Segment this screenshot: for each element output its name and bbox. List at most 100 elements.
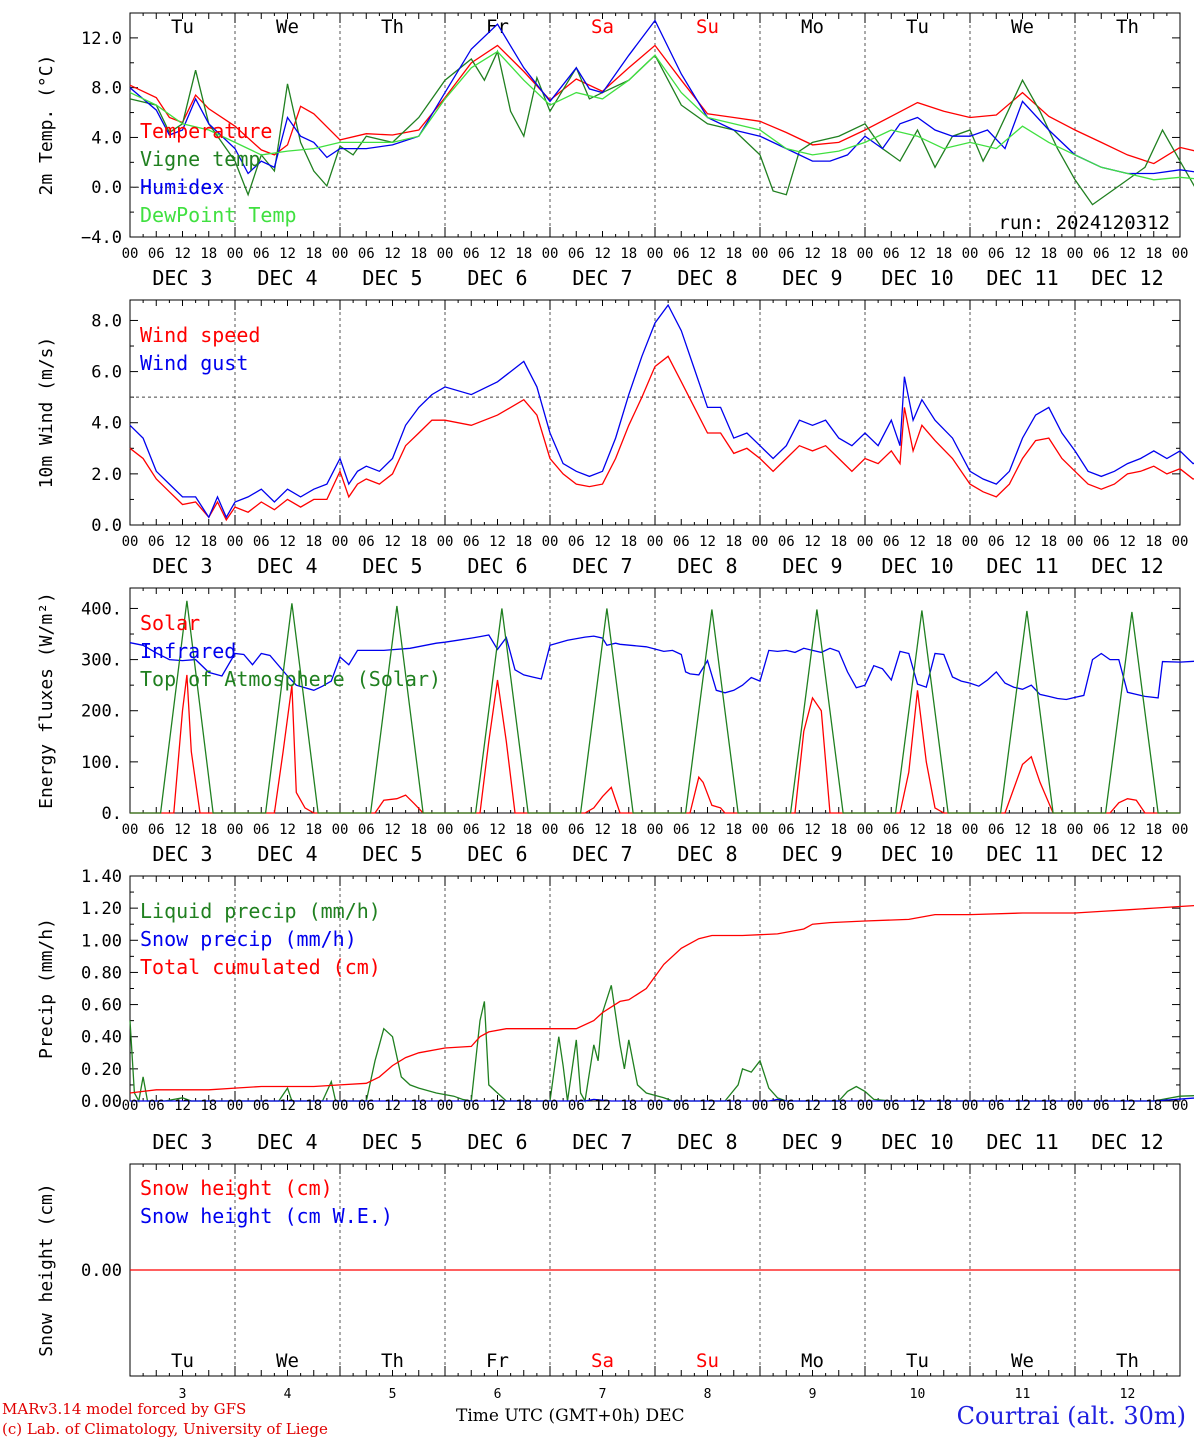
date-label: DEC 7 <box>572 1130 632 1154</box>
series-line-temperature <box>129 44 1194 165</box>
hour-tick-label: 00 <box>857 822 874 838</box>
chart-panel-3: 400. 300. 200. 100. 0. Energy fluxes (W/m²) So… <box>36 587 1194 866</box>
legend-entry: DewPoint Temp <box>140 203 297 227</box>
hour-tick-label: 00 <box>1067 1098 1084 1114</box>
chart-panel-5: 0.00 Snow height (cm) Tu We Th Fr Sa Su Mo Tu We Th… <box>36 1163 1181 1400</box>
y-axis-label: Precip (mm/h) <box>36 918 57 1059</box>
series-line-wind-gust <box>129 303 1194 519</box>
hour-tick-label: 18 <box>1040 1098 1057 1114</box>
hour-tick-label: 12 <box>489 1098 506 1114</box>
hour-tick-label: 06 <box>253 822 270 838</box>
hour-tick-label: 18 <box>1040 246 1057 262</box>
legend-entry: Solar <box>140 611 200 635</box>
day-name-label: Th <box>1116 1350 1139 1372</box>
hour-tick-label: 00 <box>437 822 454 838</box>
hour-tick-label: 06 <box>988 1098 1005 1114</box>
hour-tick-label: 12 <box>489 822 506 838</box>
model-credit: MARv3.14 model forced by GFS <box>2 1400 247 1418</box>
day-name-label: Th <box>381 1350 404 1372</box>
hour-tick-label: 00 <box>542 1098 559 1114</box>
date-label: DEC 10 <box>881 554 953 578</box>
hour-tick-label: 18 <box>410 1098 427 1114</box>
hour-tick-label: 06 <box>463 246 480 262</box>
plot-frame <box>129 299 1181 526</box>
hour-tick-label: 12 <box>804 1098 821 1114</box>
date-label: DEC 9 <box>782 554 842 578</box>
hour-tick-label: 12 <box>699 534 716 550</box>
day-name-label: Tu <box>171 1350 194 1372</box>
hour-tick-label: 12 <box>594 822 611 838</box>
hour-tick-label: 06 <box>883 534 900 550</box>
chart-panel-4: 1.40 1.20 1.00 0.80 0.60 0.40 0.20 0.00 Precip (… <box>36 867 1194 1154</box>
series-line-vigne-temp <box>129 49 1194 206</box>
hour-tick-label: 06 <box>988 822 1005 838</box>
hour-tick-label: 00 <box>332 534 349 550</box>
legend-entry: Snow height (cm W.E.) <box>140 1204 393 1228</box>
legend-entry: Temperature <box>140 119 272 143</box>
legend-entry: Humidex <box>140 175 224 199</box>
series-line-snow-precip-mm-h- <box>130 1097 1194 1102</box>
date-label: DEC 11 <box>986 842 1058 866</box>
day-name-label: Su <box>696 16 719 38</box>
day-name-label: Su <box>696 1350 719 1372</box>
hour-tick-label: 18 <box>935 246 952 262</box>
hour-tick-label: 00 <box>542 534 559 550</box>
day-number-label: 5 <box>389 1387 397 1400</box>
day-name-label: We <box>1011 16 1034 38</box>
hour-tick-label: 00 <box>962 822 979 838</box>
hour-tick-label: 00 <box>122 1098 139 1114</box>
hour-tick-label: 12 <box>909 246 926 262</box>
y-axis-label: Energy fluxes (W/m²) <box>36 592 57 809</box>
hour-tick-label: 06 <box>673 1098 690 1114</box>
hour-tick-label: 18 <box>515 534 532 550</box>
day-name-label: We <box>276 16 299 38</box>
hour-tick-label: 00 <box>1067 246 1084 262</box>
series-line-infrared <box>129 634 1194 701</box>
day-number-label: 10 <box>910 1387 926 1400</box>
hour-tick-label: 06 <box>673 246 690 262</box>
date-label: DEC 4 <box>257 1130 317 1154</box>
date-label: DEC 4 <box>257 266 317 290</box>
y-tick-label: 0.00 <box>81 1261 122 1281</box>
hour-tick-label: 00 <box>752 534 769 550</box>
series-line-humidex <box>129 19 1194 175</box>
time-axis-label: Time UTC (GMT+0h) DEC <box>456 1406 685 1426</box>
legend-entry: Liquid precip (mm/h) <box>140 899 381 923</box>
y-tick-label: 4.0 <box>91 414 122 434</box>
hour-tick-label: 00 <box>227 534 244 550</box>
y-tick-label: 1.00 <box>81 931 122 951</box>
date-label: DEC 5 <box>362 554 422 578</box>
y-axis-label: 10m Wind (m/s) <box>36 337 57 489</box>
date-label: DEC 4 <box>257 842 317 866</box>
hour-tick-label: 18 <box>305 534 322 550</box>
date-label: DEC 11 <box>986 554 1058 578</box>
y-tick-label: 0.20 <box>81 1060 122 1080</box>
hour-tick-label: 12 <box>1014 246 1031 262</box>
date-label: DEC 9 <box>782 1130 842 1154</box>
day-number-label: 6 <box>494 1387 502 1400</box>
hour-tick-label: 00 <box>332 822 349 838</box>
hour-tick-label: 06 <box>358 822 375 838</box>
hour-tick-label: 00 <box>122 822 139 838</box>
hour-tick-label: 12 <box>804 246 821 262</box>
hour-tick-label: 06 <box>568 534 585 550</box>
day-number-label: 9 <box>809 1387 817 1400</box>
hour-tick-label: 00 <box>437 1098 454 1114</box>
y-tick-label: 0.40 <box>81 1028 122 1048</box>
hour-tick-label: 00 <box>227 246 244 262</box>
date-label: DEC 3 <box>152 1130 212 1154</box>
hour-tick-label: 18 <box>620 534 637 550</box>
hour-tick-label: 00 <box>542 822 559 838</box>
hour-tick-label: 06 <box>778 534 795 550</box>
hour-tick-label: 18 <box>515 822 532 838</box>
date-label: DEC 4 <box>257 554 317 578</box>
hour-tick-label: 00 <box>647 822 664 838</box>
hour-tick-label: 06 <box>148 1098 165 1114</box>
day-number-label: 3 <box>179 1387 187 1400</box>
hour-tick-label: 00 <box>122 246 139 262</box>
date-label: DEC 9 <box>782 842 842 866</box>
hour-tick-label: 06 <box>463 1098 480 1114</box>
date-label: DEC 10 <box>881 842 953 866</box>
hour-tick-label: 00 <box>542 246 559 262</box>
hour-tick-label: 18 <box>305 1098 322 1114</box>
